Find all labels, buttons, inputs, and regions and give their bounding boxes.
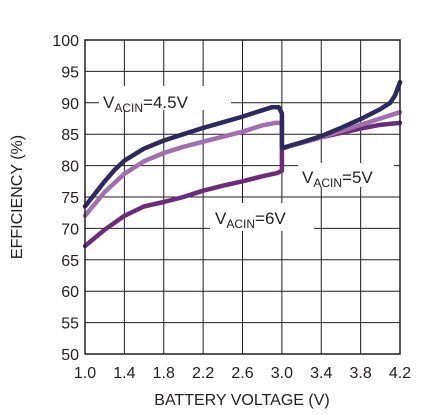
y-tick-label: 75 — [61, 190, 79, 207]
x-tick-label: 1.8 — [153, 365, 175, 382]
x-tick-label: 3.8 — [350, 365, 372, 382]
y-tick-label: 100 — [52, 33, 79, 50]
x-tick-label: 1.0 — [74, 365, 96, 382]
label-vacin-6v-base: V — [215, 209, 227, 228]
label-vacin-5v: VACIN=5V — [298, 163, 394, 190]
series-line-vacin-5v — [82, 109, 403, 219]
x-tick-label: 1.4 — [113, 365, 135, 382]
x-tick-label: 3.0 — [271, 365, 293, 382]
label-vacin-4-5v-suffix: =4.5V — [143, 93, 189, 112]
label-vacin-5v-text: VACIN=5V — [302, 168, 373, 190]
plot-frame — [84, 39, 401, 355]
label-vacin-5v-base: V — [302, 168, 314, 187]
y-tick-label: 60 — [61, 284, 79, 301]
series-line-vacin-4-5v — [82, 79, 403, 209]
y-tick-label: 55 — [61, 316, 79, 333]
x-tick-label: 4.2 — [389, 365, 411, 382]
x-tick-label: 2.6 — [231, 365, 253, 382]
label-vacin-4-5v-bg — [99, 86, 231, 110]
label-vacin-6v-sub: ACIN — [226, 217, 255, 231]
label-vacin-4-5v-sub: ACIN — [114, 101, 143, 115]
label-vacin-4-5v: VACIN=4.5V — [99, 86, 231, 115]
y-tick-label: 80 — [61, 159, 79, 176]
label-vacin-6v: VACIN=6V — [210, 203, 314, 231]
label-vacin-4-5v-text: VACIN=4.5V — [103, 93, 189, 115]
tick-labels: 1.0 1.4 1.8 2.2 2.6 3.0 3.4 3.8 4.2 50 55 60 65 70 75 8… — [52, 33, 411, 382]
x-axis-title: BATTERY VOLTAGE (V) — [154, 392, 329, 409]
label-vacin-5v-bg — [298, 163, 394, 187]
x-tick-label: 3.4 — [310, 365, 332, 382]
label-vacin-4-5v-base: V — [103, 93, 115, 112]
y-tick-label: 65 — [61, 253, 79, 270]
label-vacin-5v-sub: ACIN — [313, 176, 342, 190]
series-layer — [82, 79, 403, 249]
label-vacin-5v-suffix: =5V — [342, 168, 373, 187]
label-vacin-6v-suffix: =6V — [255, 209, 286, 228]
y-tick-label: 85 — [61, 127, 79, 144]
y-axis-title: EFFICIENCY (%) — [9, 135, 26, 259]
y-tick-label: 90 — [61, 96, 79, 113]
label-vacin-6v-bg — [210, 203, 314, 231]
y-tick-label: 50 — [61, 347, 79, 364]
label-vacin-6v-text: VACIN=6V — [215, 209, 286, 231]
y-tick-label: 95 — [61, 64, 79, 81]
x-tick-label: 2.2 — [192, 365, 214, 382]
y-tick-label: 70 — [61, 221, 79, 238]
